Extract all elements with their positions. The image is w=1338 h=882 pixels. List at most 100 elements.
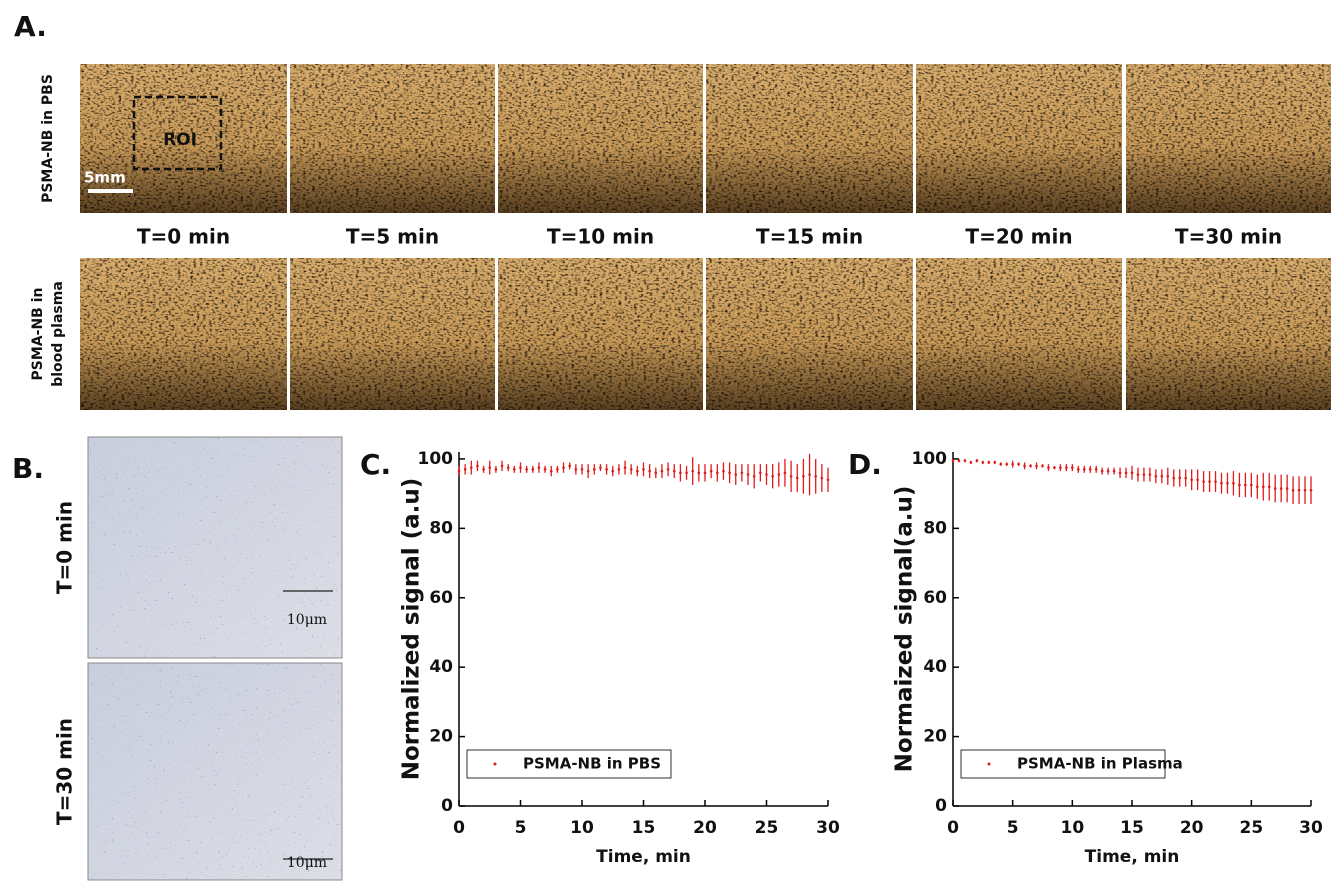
point xyxy=(568,464,571,468)
point xyxy=(1077,468,1080,471)
point xyxy=(1250,483,1253,487)
point xyxy=(580,468,584,471)
x-tick-label: 15 xyxy=(1120,818,1144,838)
point xyxy=(697,471,701,475)
point xyxy=(623,466,627,469)
time-label: T=15 min xyxy=(756,225,863,249)
point xyxy=(1256,485,1259,489)
point xyxy=(1261,485,1265,489)
point xyxy=(752,474,756,478)
point xyxy=(740,471,744,475)
point xyxy=(1029,464,1032,468)
point xyxy=(654,471,658,475)
point xyxy=(722,469,725,473)
point xyxy=(506,466,510,469)
point xyxy=(463,468,467,471)
point xyxy=(1124,471,1128,475)
point xyxy=(1178,476,1182,480)
point xyxy=(525,468,528,471)
point xyxy=(1005,462,1008,466)
point xyxy=(1279,487,1283,490)
speckle xyxy=(290,258,495,410)
point xyxy=(1059,466,1062,469)
point xyxy=(1094,468,1098,471)
point xyxy=(771,474,774,478)
point xyxy=(617,468,621,471)
x-axis-title: Time, min xyxy=(1085,847,1180,867)
point xyxy=(660,469,664,473)
point xyxy=(586,469,590,473)
point xyxy=(605,468,608,471)
point xyxy=(1208,480,1211,483)
point xyxy=(1136,473,1140,476)
y-tick-label: 60 xyxy=(923,588,947,608)
point xyxy=(611,469,615,473)
particles xyxy=(88,663,342,880)
time-label: T=0 min xyxy=(137,225,230,249)
point xyxy=(1244,483,1247,487)
point xyxy=(494,468,498,471)
legend-label: PSMA-NB in PBS xyxy=(523,755,661,773)
point xyxy=(814,474,817,478)
point xyxy=(1285,487,1289,490)
y-tick-label: 20 xyxy=(429,727,453,747)
point xyxy=(1142,473,1146,476)
point xyxy=(1065,466,1068,469)
x-tick-label: 0 xyxy=(453,818,465,838)
point xyxy=(549,469,553,473)
speckle xyxy=(916,258,1122,410)
point xyxy=(820,476,824,480)
y-tick-label: 80 xyxy=(923,518,947,538)
point xyxy=(470,466,473,469)
point xyxy=(1035,464,1038,468)
point xyxy=(783,471,787,475)
panel-label: C. xyxy=(360,448,391,481)
point xyxy=(728,471,731,475)
point xyxy=(1184,476,1187,480)
point xyxy=(1082,468,1086,471)
point xyxy=(476,464,479,468)
point xyxy=(513,468,516,471)
point xyxy=(1297,488,1301,492)
point xyxy=(802,474,805,478)
x-tick-label: 25 xyxy=(755,818,779,838)
point xyxy=(1017,462,1020,466)
point xyxy=(993,461,997,464)
point xyxy=(1291,488,1295,492)
scale-label: 10μm xyxy=(287,855,327,871)
point xyxy=(599,466,602,469)
point xyxy=(1214,480,1217,483)
row-label: PSMA-NB in xyxy=(30,288,46,381)
point xyxy=(1226,481,1229,485)
point xyxy=(648,469,651,473)
y-tick-label: 40 xyxy=(923,657,947,677)
speckle xyxy=(706,258,913,410)
point xyxy=(1267,485,1271,489)
point xyxy=(679,471,682,475)
roi-box xyxy=(132,95,223,171)
point xyxy=(1071,466,1074,469)
x-axis-title: Time, min xyxy=(596,847,691,867)
point xyxy=(765,473,768,476)
x-tick-label: 5 xyxy=(1007,818,1019,838)
point xyxy=(1166,474,1170,478)
panel-label: B. xyxy=(12,452,44,485)
legend-marker xyxy=(493,762,497,766)
x-tick-label: 15 xyxy=(632,818,656,838)
point xyxy=(975,459,979,462)
point xyxy=(1303,488,1307,492)
point xyxy=(1160,474,1164,478)
point xyxy=(1154,474,1158,478)
point xyxy=(531,468,535,471)
row-label: T=30 min xyxy=(53,718,77,825)
time-label: T=10 min xyxy=(547,225,654,249)
point xyxy=(1011,462,1014,466)
x-tick-label: 0 xyxy=(947,818,959,838)
x-tick-label: 30 xyxy=(1299,818,1323,838)
point xyxy=(642,468,645,471)
point xyxy=(666,468,670,471)
x-tick-label: 10 xyxy=(1060,818,1084,838)
y-tick-label: 80 xyxy=(429,518,453,538)
point xyxy=(1088,468,1092,471)
y-tick-label: 0 xyxy=(935,796,947,816)
